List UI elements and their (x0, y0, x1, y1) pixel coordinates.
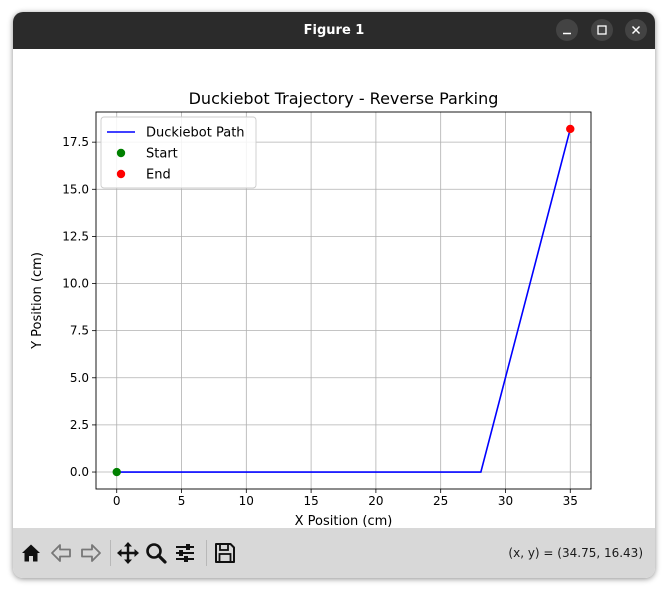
x-tick-label: 35 (563, 494, 578, 508)
figure-canvas[interactable]: 0 5 10 15 20 25 30 35 0.0 2.5 5.0 7.5 10.0 12.5 15.0 17… (13, 49, 655, 529)
y-tick-label: 12.5 (62, 229, 89, 243)
home-icon (22, 544, 40, 562)
y-tick-label: 2.5 (70, 418, 89, 432)
chart-title: Duckiebot Trajectory - Reverse Parking (189, 89, 499, 108)
legend-label: Duckiebot Path (146, 126, 245, 141)
y-axis-label: Y Position (cm) (30, 252, 45, 350)
toolbar-separator (206, 540, 207, 566)
maximize-button[interactable] (591, 19, 613, 41)
y-tick-label: 0.0 (70, 465, 89, 479)
back-arrow-icon (51, 544, 71, 562)
forward-button[interactable] (79, 541, 103, 565)
close-button[interactable] (625, 19, 647, 41)
navigation-toolbar: (x, y) = (34.75, 16.43) (13, 528, 655, 578)
y-tick-label: 17.5 (62, 135, 89, 149)
point-end (566, 124, 575, 134)
forward-arrow-icon (81, 544, 101, 562)
configure-subplots-button[interactable] (173, 541, 197, 565)
x-tick-label: 10 (239, 494, 254, 508)
series-line-path (116, 128, 572, 473)
chart[interactable]: 0 5 10 15 20 25 30 35 0.0 2.5 5.0 7.5 10.0 12.5 15.0 17… (13, 49, 655, 529)
x-tick-label: 0 (113, 494, 121, 508)
zoom-icon (146, 543, 167, 564)
save-button[interactable] (213, 541, 237, 565)
axes-frame (95, 111, 592, 490)
legend-label: End (146, 168, 171, 183)
legend-box (100, 116, 257, 189)
x-tick-label: 15 (303, 494, 318, 508)
minimize-icon (563, 32, 571, 35)
legend-swatch-marker (116, 148, 126, 158)
point-start (112, 467, 121, 477)
pan-button[interactable] (116, 541, 140, 565)
x-axis-label: X Position (cm) (295, 514, 393, 528)
y-tick-label: 7.5 (70, 324, 89, 338)
save-icon (215, 543, 235, 563)
legend: Duckiebot Path Start End (100, 116, 257, 189)
pan-icon (117, 542, 139, 564)
y-tick-label: 15.0 (62, 182, 89, 196)
title-bar[interactable]: Figure 1 (13, 12, 655, 49)
x-tick-label: 20 (368, 494, 383, 508)
y-tick-label: 5.0 (70, 371, 89, 385)
close-icon (631, 25, 641, 35)
legend-label: Start (146, 147, 178, 162)
toolbar-separator (110, 540, 111, 566)
zoom-button[interactable] (144, 541, 168, 565)
x-tick-label: 30 (498, 494, 513, 508)
configure-subplots-icon (176, 544, 194, 562)
window-title: Figure 1 (303, 23, 365, 38)
minimize-button[interactable] (556, 19, 578, 41)
figure-window: Figure 1 0 5 10 15 20 25 30 35 0.0 2.5 5.0 7.5 10.0 1… (13, 12, 655, 578)
maximize-icon (597, 25, 607, 35)
cursor-coordinates: (x, y) = (34.75, 16.43) (508, 546, 643, 560)
y-tick-label: 10.0 (62, 277, 89, 291)
back-button[interactable] (49, 541, 73, 565)
legend-swatch-marker (116, 169, 126, 179)
home-button[interactable] (19, 541, 43, 565)
x-tick-label: 25 (433, 494, 448, 508)
x-tick-label: 5 (178, 494, 186, 508)
